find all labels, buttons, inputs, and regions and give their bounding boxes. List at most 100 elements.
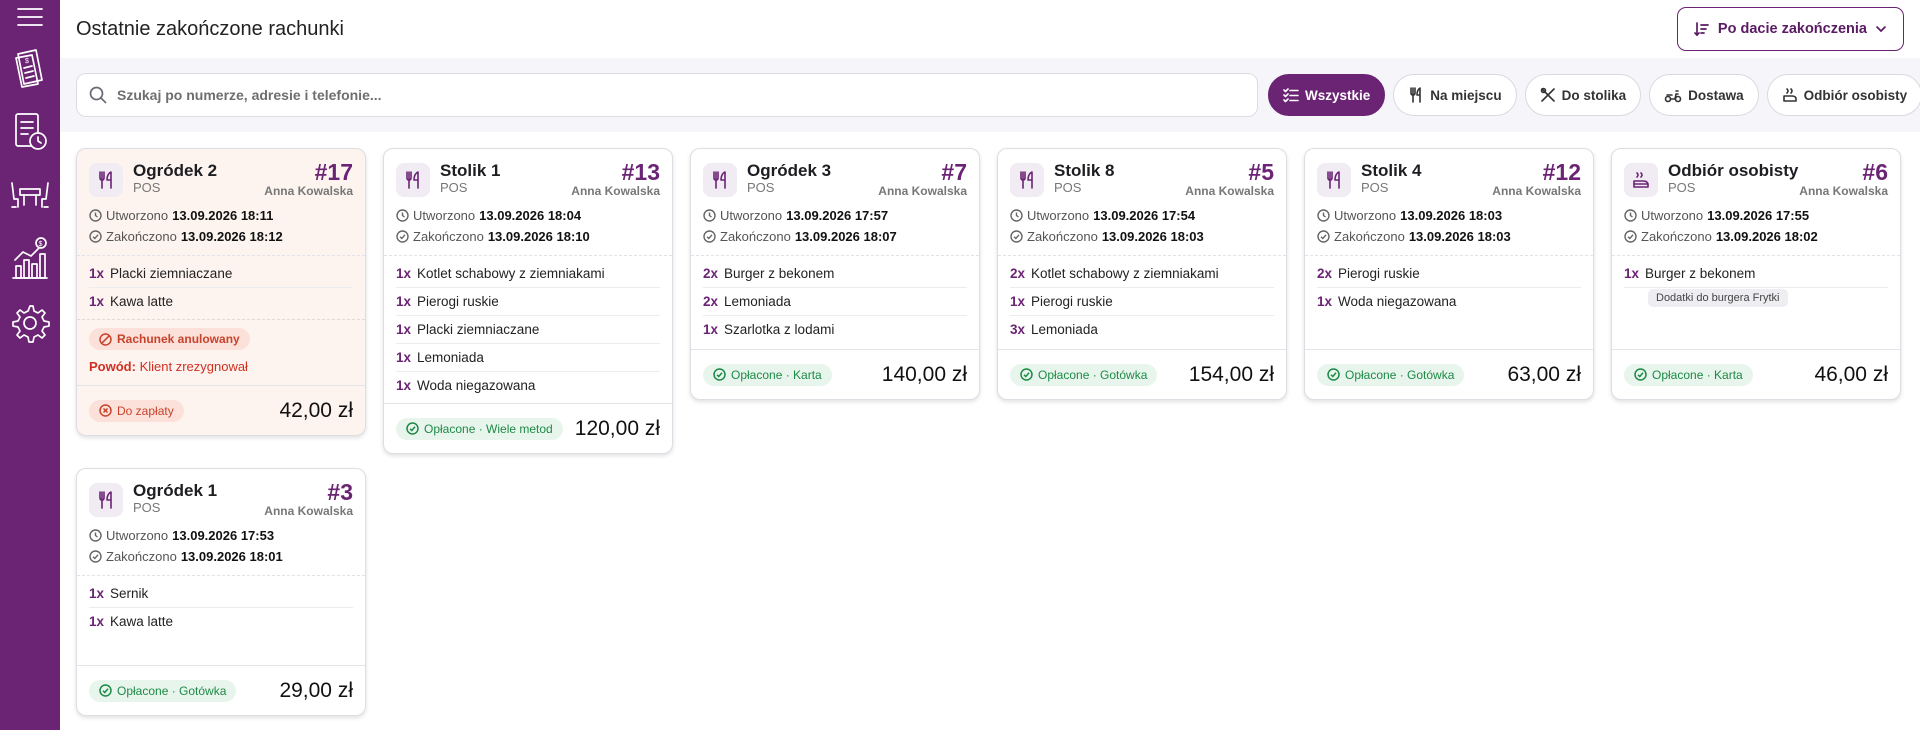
svg-text:$: $	[39, 241, 43, 248]
sort-label: Po dacie zakończenia	[1717, 21, 1867, 37]
clock-icon	[89, 529, 102, 542]
filter-dostawa[interactable]: Dostawa	[1649, 74, 1759, 116]
bill-number: #12	[1542, 159, 1581, 185]
clock-icon	[1624, 209, 1637, 222]
bill-waiter: Anna Kowalska	[264, 504, 353, 518]
bill-location: Ogródek 1	[133, 481, 218, 500]
filter-na-miejscu[interactable]: Na miejscu	[1393, 74, 1517, 116]
check-circle-icon	[1010, 230, 1023, 243]
filter-odbiór-osobisty[interactable]: Odbiór osobisty	[1766, 74, 1920, 116]
item-qty: 2x	[703, 294, 719, 309]
item-qty: 1x	[703, 322, 719, 337]
item-qty: 1x	[89, 586, 105, 601]
cancel-reason: Powód: Klient zrezygnował	[89, 359, 353, 374]
bill-times: Utworzono 13.09.2026 17:57 Zakończono 13.09…	[691, 203, 979, 255]
bill-amount: 140,00 zł	[881, 362, 967, 386]
settings-icon[interactable]	[4, 298, 56, 348]
card-header: Ogródek 3 POS #7 Anna Kowalska	[691, 149, 979, 203]
bill-card[interactable]: Ogródek 3 POS #7 Anna Kowalska Utworzono 13.0…	[690, 148, 980, 400]
card-footer: Opłacone · Karta 46,00 zł	[1612, 349, 1900, 399]
list-item: 1x Woda niegazowana	[1317, 288, 1581, 315]
check-circle-icon	[406, 422, 419, 435]
bill-amount: 120,00 zł	[574, 416, 660, 440]
created-time: 13.09.2026 18:11	[172, 208, 274, 223]
bill-amount: 29,00 zł	[279, 678, 353, 702]
completed-time: 13.09.2026 18:03	[1408, 229, 1511, 244]
list-item: 1x Placki ziemniaczane	[396, 316, 660, 344]
bill-card[interactable]: Stolik 1 POS #13 Anna Kowalska Utworzono 13.0…	[383, 148, 673, 454]
fork-knife-icon	[1408, 87, 1424, 103]
list-item: 1x Kawa latte	[89, 608, 353, 635]
completed-label: Zakończono	[1641, 229, 1712, 244]
bill-number: #3	[327, 479, 353, 505]
list-item: 1x Burger z bekonem	[1624, 260, 1888, 288]
filter-do-stolika[interactable]: Do stolika	[1524, 74, 1642, 116]
check-circle-icon	[99, 684, 112, 697]
item-qty: 1x	[396, 266, 412, 281]
payment-label: Opłacone · Gotówka	[1345, 367, 1455, 382]
item-name: Woda niegazowana	[417, 378, 536, 393]
bill-amount: 42,00 zł	[279, 398, 353, 422]
history-icon[interactable]	[4, 106, 56, 156]
item-name: Woda niegazowana	[1338, 294, 1457, 309]
completed-label: Zakończono	[1334, 229, 1405, 244]
card-footer: Opłacone · Wiele metod 120,00 zł	[384, 403, 672, 453]
check-circle-icon	[1634, 368, 1647, 381]
bill-card[interactable]: Stolik 4 POS #12 Anna Kowalska Utworzono 13.0…	[1304, 148, 1594, 400]
completed-label: Zakończono	[1027, 229, 1098, 244]
item-name: Burger z bekonem	[724, 266, 835, 281]
filter-wszystkie[interactable]: Wszystkie	[1268, 74, 1386, 116]
bill-location: Ogródek 3	[747, 161, 832, 180]
search-input[interactable]	[117, 87, 1245, 103]
item-name: Kotlet schabowy z ziemniakami	[1031, 266, 1219, 281]
bill-card[interactable]: Ogródek 1 POS #3 Anna Kowalska Utworzono 13.0…	[76, 468, 366, 716]
bill-location: Ogródek 2	[133, 161, 218, 180]
payment-status-badge: Opłacone · Karta	[703, 363, 832, 386]
item-name: Placki ziemniaczane	[417, 322, 540, 337]
bill-items: 2x Kotlet schabowy z ziemniakami 1x Pierogi…	[998, 255, 1286, 347]
card-footer: Opłacone · Gotówka 63,00 zł	[1305, 349, 1593, 399]
bill-number: #5	[1248, 159, 1274, 185]
payment-label: Opłacone · Gotówka	[1038, 367, 1148, 382]
bill-waiter: Anna Kowalska	[1185, 184, 1274, 198]
item-extra-chip: Dodatki do burgera Frytki	[1648, 289, 1788, 307]
crossed-utensils-icon	[1540, 87, 1556, 103]
bill-items: 1x Kotlet schabowy z ziemniakami 1x Pierogi…	[384, 255, 672, 403]
tables-icon[interactable]	[4, 170, 56, 220]
card-footer: Opłacone · Gotówka 154,00 zł	[998, 349, 1286, 399]
bill-card[interactable]: Ogródek 2 POS #17 Anna Kowalska Utworzono 13.…	[76, 148, 366, 436]
created-label: Utworzono	[413, 208, 476, 223]
bill-location: Stolik 8	[1054, 161, 1115, 180]
bill-times: Utworzono 13.09.2026 17:55 Zakończono 13.09…	[1612, 203, 1900, 255]
card-header: Ogródek 2 POS #17 Anna Kowalska	[77, 149, 365, 203]
clock-icon	[396, 209, 409, 222]
payment-status-badge: Opłacone · Wiele metod	[396, 417, 563, 440]
search-box[interactable]	[76, 73, 1258, 117]
receipt-icon[interactable]: $	[4, 42, 56, 92]
created-time: 13.09.2026 17:53	[172, 528, 275, 543]
item-name: Pierogi ruskie	[1338, 266, 1420, 281]
filter-group: Wszystkie Na miejscu Do stolika Dostawa Odbi…	[1268, 74, 1920, 116]
check-circle-icon	[1327, 368, 1340, 381]
card-header: Stolik 8 POS #5 Anna Kowalska	[998, 149, 1286, 203]
bill-card[interactable]: Stolik 8 POS #5 Anna Kowalska Utworzono 13.09…	[997, 148, 1287, 400]
bill-items: 1x Placki ziemniaczane 1x Kawa latte	[77, 255, 365, 319]
chevron-down-icon	[1876, 26, 1886, 33]
sort-dropdown-button[interactable]: Po dacie zakończenia	[1676, 7, 1904, 51]
cancelled-badge: Rachunek anulowany	[89, 328, 250, 350]
item-name: Kotlet schabowy z ziemniakami	[417, 266, 605, 281]
list-item: 2x Lemoniada	[703, 288, 967, 316]
bill-card[interactable]: Odbiór osobisty POS #6 Anna Kowalska Utworzo…	[1611, 148, 1901, 400]
filter-label: Do stolika	[1561, 87, 1627, 103]
reason-text: Klient zrezygnował	[139, 358, 248, 374]
list-item: 1x Kotlet schabowy z ziemniakami	[396, 260, 660, 288]
bill-source: POS	[133, 500, 161, 515]
item-qty: 1x	[89, 614, 105, 629]
x-circle-icon	[99, 404, 112, 417]
fork-knife-icon	[1010, 163, 1044, 197]
reports-icon[interactable]: $	[4, 234, 56, 284]
bill-items: 2x Burger z bekonem 2x Lemoniada 1x Szarlotka…	[691, 255, 979, 347]
payment-label: Opłacone · Gotówka	[117, 683, 227, 698]
hamburger-menu-icon[interactable]	[10, 2, 50, 32]
filter-label: Na miejscu	[1430, 87, 1502, 103]
